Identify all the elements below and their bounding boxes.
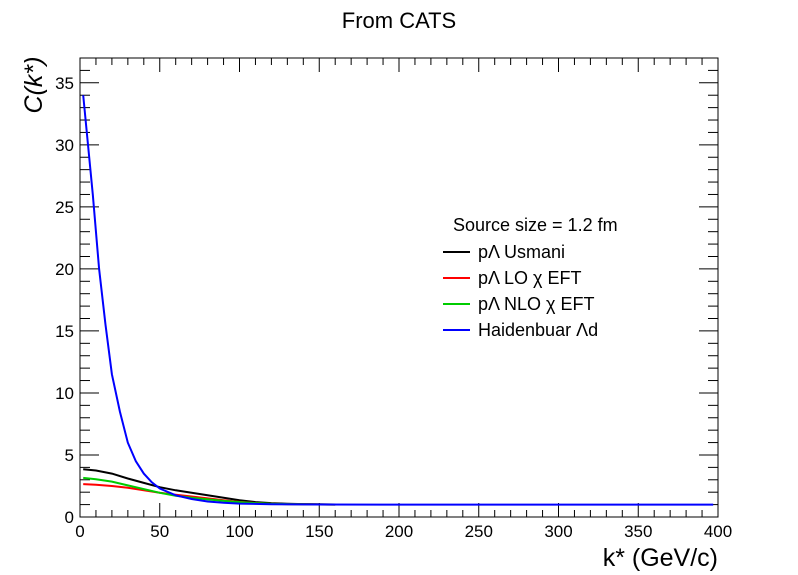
y-tick-label: 0 xyxy=(65,508,74,527)
chart-title: From CATS xyxy=(342,8,456,33)
x-tick-label: 350 xyxy=(624,522,652,541)
y-axis-label: C(k*) xyxy=(20,57,48,114)
x-tick-label: 50 xyxy=(150,522,169,541)
y-tick-label: 5 xyxy=(65,446,74,465)
curves xyxy=(82,95,714,506)
legend-entry: pΛ Usmani xyxy=(478,242,565,262)
legend-entry: Haidenbuar Λd xyxy=(478,320,598,340)
x-tick-label: 150 xyxy=(305,522,333,541)
legend: Source size = 1.2 fm pΛ Usmani pΛ LO χ EFT… xyxy=(443,215,618,340)
axes: 0 50 100 150 200 250 300 350 400 0 5 10 15 20 25 30 35 xyxy=(55,58,732,541)
y-tick-label: 25 xyxy=(55,198,74,217)
y-tick-label: 35 xyxy=(55,74,74,93)
series-line xyxy=(83,476,336,506)
x-tick-label: 250 xyxy=(465,522,493,541)
plot-frame xyxy=(79,57,719,518)
y-tick-label: 30 xyxy=(55,136,74,155)
x-axis-label: k* (GeV/c) xyxy=(603,544,718,572)
y-tick-label: 20 xyxy=(55,260,74,279)
x-tick-label: 100 xyxy=(225,522,253,541)
legend-entry: pΛ LO χ EFT xyxy=(478,268,582,288)
x-tick-label: 0 xyxy=(75,522,84,541)
x-tick-label: 300 xyxy=(544,522,572,541)
x-tick-label: 200 xyxy=(385,522,413,541)
series-line xyxy=(82,95,714,506)
legend-header: Source size = 1.2 fm xyxy=(453,215,618,235)
x-tick-label: 400 xyxy=(704,522,732,541)
y-tick-label: 15 xyxy=(55,322,74,341)
y-axis-label-group: C(k*) xyxy=(20,57,48,114)
y-tick-label: 10 xyxy=(55,384,74,403)
legend-entry: pΛ NLO χ EFT xyxy=(478,294,595,314)
